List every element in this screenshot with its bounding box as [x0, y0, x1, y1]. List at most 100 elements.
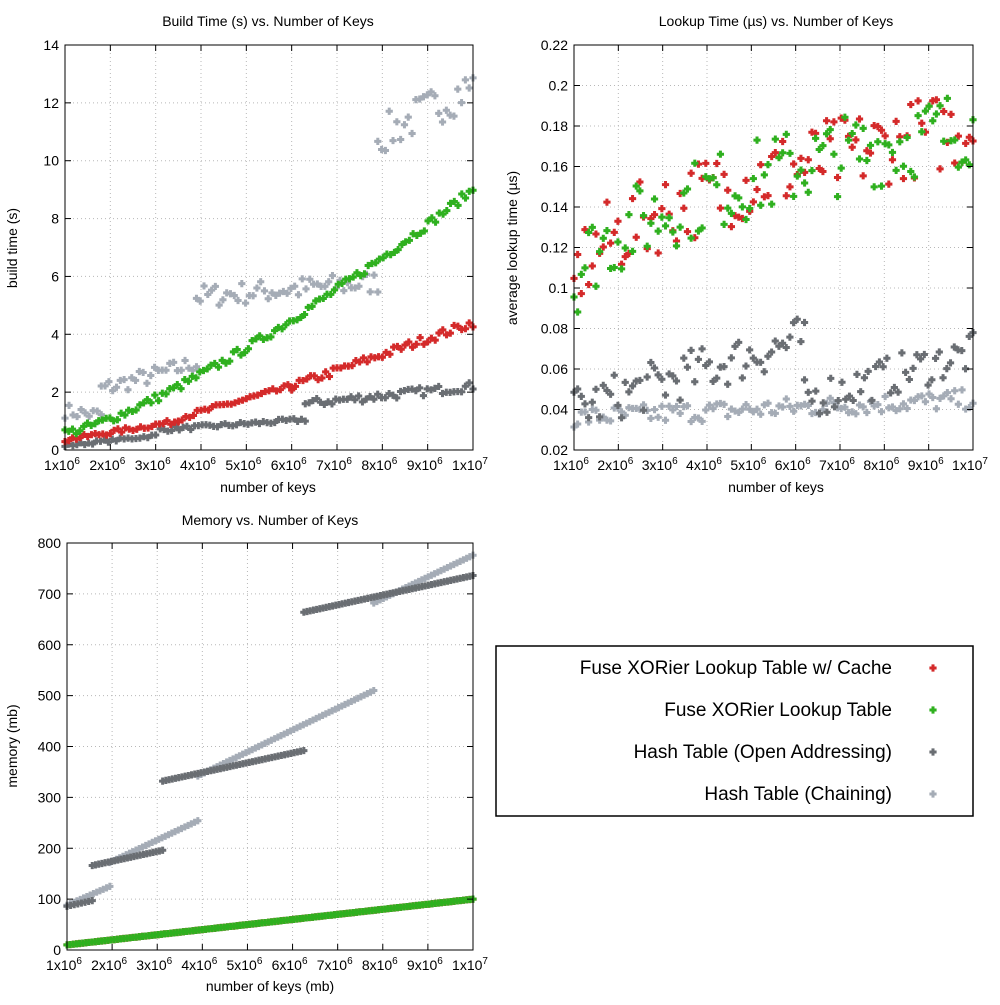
memory-point-hash_chain: [223, 758, 231, 766]
build-point-fuse_cache: [201, 405, 209, 413]
lookup-point-hash_chain: [709, 405, 717, 413]
lookup-point-fuse: [863, 156, 871, 165]
lookup-point-fuse_cache: [811, 129, 820, 137]
build-point-fuse_cache: [272, 387, 281, 395]
lookup-point-hash_open: [935, 348, 943, 356]
build-point-hash_chain: [264, 295, 272, 303]
build-point-fuse_cache: [148, 422, 156, 431]
memory-point-hash_chain: [459, 556, 467, 564]
lookup-point-hash_chain: [702, 406, 710, 414]
build-point-fuse: [368, 259, 376, 268]
lookup-point-hash_chain: [811, 408, 820, 417]
lookup-point-fuse: [929, 117, 937, 125]
build-point-hash_chain: [461, 76, 469, 84]
memory-point-hash_chain: [309, 716, 317, 724]
lookup-point-fuse: [910, 173, 919, 181]
build-point-fuse: [387, 251, 395, 259]
lookup-point-fuse: [962, 156, 970, 164]
memory-point-hash_chain: [344, 699, 352, 707]
lookup-point-hash_chain: [965, 403, 973, 412]
memory-point-hash_chain: [334, 704, 343, 712]
lookup-point-fuse: [786, 149, 794, 157]
lookup-point-hash_chain: [647, 414, 655, 423]
lookup-ytick-label: 0.14: [541, 199, 568, 215]
build-point-hash_chain: [77, 405, 85, 414]
build-point-hash_chain: [408, 129, 416, 138]
lookup-point-fuse_cache: [694, 160, 703, 168]
build-point-fuse: [110, 417, 118, 425]
memory-xtick-label: 8x106: [362, 956, 398, 973]
lookup-point-hash_open: [782, 343, 790, 352]
build-point-fuse: [289, 317, 297, 325]
build-point-hash_chain: [116, 376, 124, 385]
lookup-point-hash_open: [691, 378, 699, 386]
build-chart-title: Build Time (s) vs. Number of Keys: [162, 13, 374, 29]
memory-point-hash_chain: [239, 750, 247, 758]
lookup-point-hash_open: [778, 339, 787, 347]
build-point-fuse: [420, 227, 428, 235]
memory-point-hash_chain: [106, 882, 114, 891]
build-point-hash_chain: [204, 290, 212, 299]
memory-point-hash_chain: [125, 849, 134, 857]
lookup-point-hash_chain: [738, 405, 746, 413]
build-point-fuse_cache: [186, 413, 194, 421]
build-point-hash_chain: [101, 382, 109, 390]
lookup-point-fuse: [680, 189, 688, 197]
build-point-hash_open: [175, 426, 183, 434]
build-point-hash_open: [446, 388, 454, 396]
build-point-fuse: [233, 345, 241, 354]
build-point-fuse_cache: [95, 431, 103, 439]
build-point-fuse: [181, 376, 189, 384]
lookup-point-hash_open: [916, 355, 925, 363]
build-point-fuse: [166, 384, 174, 393]
build-xtick-label: 1x106: [44, 456, 80, 473]
lookup-point-hash_open: [731, 342, 739, 350]
build-xtick-label: 2x106: [89, 456, 125, 473]
lookup-point-hash_chain: [749, 408, 757, 416]
build-point-fuse_cache: [344, 362, 352, 370]
build-point-fuse: [375, 255, 384, 263]
lookup-point-fuse_cache: [874, 122, 882, 131]
lookup-point-fuse: [826, 126, 834, 134]
memory-point-hash_chain: [190, 818, 199, 826]
lookup-point-hash_chain: [801, 400, 809, 408]
build-point-fuse_cache: [65, 437, 73, 445]
build-point-fuse: [383, 250, 391, 258]
lookup-ytick-label: 0.22: [541, 37, 568, 53]
build-point-fuse: [151, 391, 159, 399]
build-xtick-label: 9x106: [407, 456, 443, 473]
build-point-fuse_cache: [420, 340, 428, 348]
lookup-point-fuse_cache: [724, 186, 732, 194]
lookup-point-hash_chain: [621, 411, 629, 419]
build-point-hash_open: [190, 422, 199, 430]
lookup-point-hash_open: [658, 375, 666, 383]
lookup-point-fuse_cache: [837, 114, 845, 122]
memory-point-hash_chain: [161, 832, 169, 840]
build-point-fuse: [177, 385, 185, 393]
build-point-fuse: [342, 275, 350, 283]
build-point-fuse: [357, 271, 365, 280]
build-point-fuse_cache: [208, 402, 216, 411]
build-point-fuse: [312, 297, 320, 305]
lookup-point-hash_open: [797, 337, 805, 346]
lookup-xtick-label: 3x106: [642, 456, 678, 473]
lookup-point-hash_chain: [753, 405, 761, 413]
lookup-point-hash_open: [683, 363, 692, 371]
build-point-hash_chain: [340, 287, 348, 295]
lookup-point-fuse: [844, 136, 853, 144]
build-point-hash_chain: [158, 366, 166, 374]
memory-point-hash_chain: [296, 722, 304, 730]
build-point-fuse: [323, 290, 331, 298]
build-point-hash_chain: [347, 284, 355, 292]
lookup-point-hash_open: [804, 388, 812, 396]
lookup-point-hash_chain: [947, 395, 955, 403]
lookup-ytick-label: 0.08: [541, 321, 568, 337]
memory-point-hash_chain: [229, 755, 237, 763]
lookup-point-hash_chain: [826, 394, 834, 402]
build-point-fuse_cache: [333, 364, 341, 372]
build-point-fuse_cache: [261, 387, 269, 396]
build-point-fuse: [278, 325, 286, 333]
build-point-hash_open: [263, 419, 271, 427]
build-point-hash_chain: [226, 290, 235, 298]
